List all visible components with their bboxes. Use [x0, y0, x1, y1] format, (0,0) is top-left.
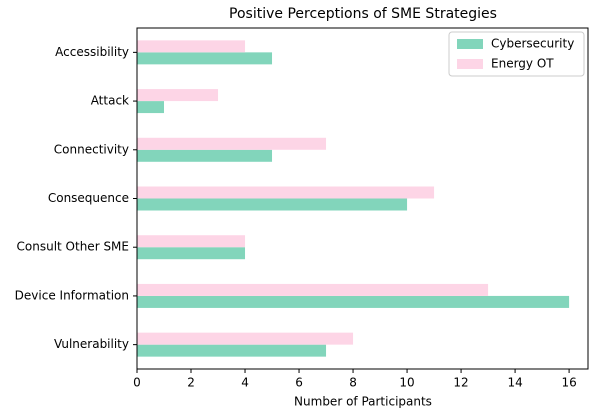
- legend-swatch: [457, 59, 483, 69]
- bar: [137, 332, 354, 345]
- bar: [137, 52, 273, 65]
- x-tick-label: 8: [349, 376, 357, 390]
- bar: [137, 344, 327, 357]
- bar: [137, 283, 489, 296]
- x-tick-label: 10: [399, 376, 414, 390]
- bar: [137, 137, 327, 150]
- bar: [137, 198, 408, 211]
- x-tick-label: 12: [453, 376, 468, 390]
- x-tick-label: 14: [507, 376, 522, 390]
- bar: [137, 295, 570, 308]
- bar: [137, 40, 246, 53]
- y-tick-label: Device Information: [15, 288, 129, 302]
- y-tick-label: Attack: [91, 94, 129, 108]
- chart-title: Positive Perceptions of SME Strategies: [229, 6, 497, 22]
- y-tick-label: Accessibility: [55, 45, 129, 59]
- x-tick-label: 0: [133, 376, 141, 390]
- legend-swatch: [457, 39, 483, 49]
- x-axis-label: Number of Participants: [294, 395, 432, 409]
- bar: [137, 235, 246, 248]
- plot-frame: [136, 27, 589, 370]
- legend-label: Energy OT: [491, 57, 554, 71]
- bar: [137, 247, 246, 260]
- x-tick-label: 6: [295, 376, 303, 390]
- y-tick-label: Consequence: [48, 191, 129, 205]
- bar: [137, 101, 165, 114]
- bar: [137, 186, 435, 199]
- x-tick-label: 16: [561, 376, 576, 390]
- x-tick-label: 4: [241, 376, 249, 390]
- bar: [137, 89, 219, 102]
- legend-label: Cybersecurity: [491, 37, 574, 51]
- y-tick-label: Vulnerability: [54, 337, 129, 351]
- x-tick-label: 2: [187, 376, 195, 390]
- bar: [137, 149, 273, 162]
- y-tick-label: Consult Other SME: [17, 240, 129, 254]
- y-tick-label: Connectivity: [54, 142, 129, 156]
